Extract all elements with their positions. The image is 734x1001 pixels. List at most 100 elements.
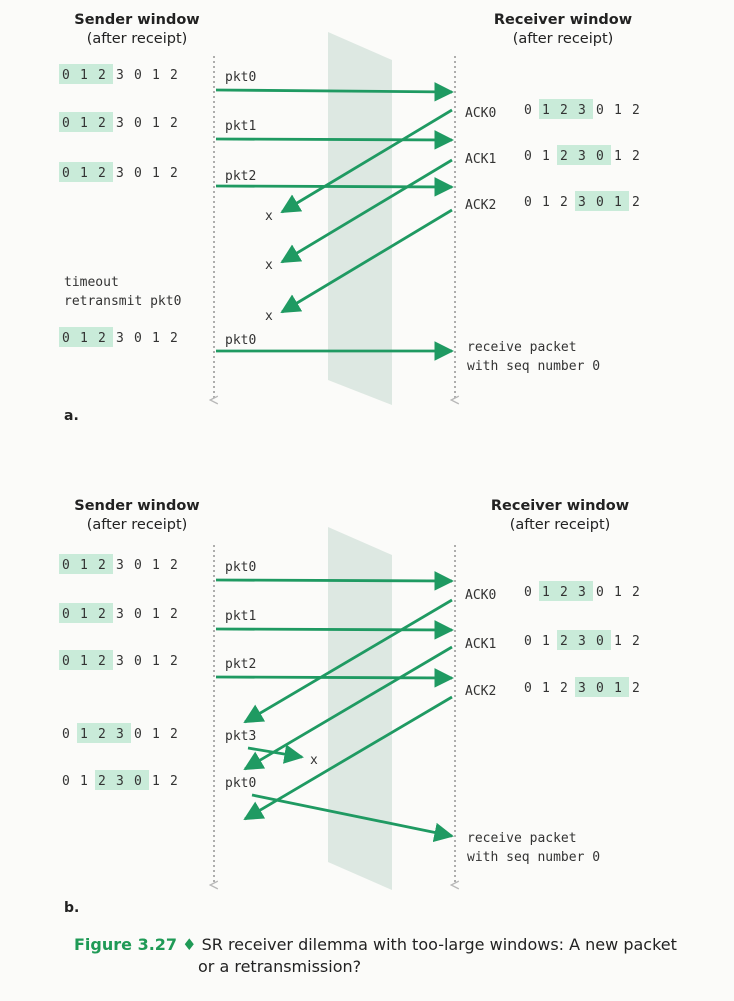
seq-number: 0 (524, 634, 532, 649)
seq-number: 0 (134, 166, 142, 181)
ack-label-a-1: ACK1 (465, 152, 496, 167)
seq-number: 2 (98, 331, 106, 346)
seq-number: 2 (560, 681, 568, 696)
pkt-label-b-3: pkt3 (225, 729, 256, 744)
ack-arrow-a-1 (280, 158, 453, 264)
seq-number: 1 (614, 149, 622, 164)
seq-number: 2 (632, 585, 640, 600)
seq-number: 3 (578, 195, 586, 210)
seq-number: 1 (152, 558, 160, 573)
panel-label-b: b. (64, 900, 79, 916)
seq-number: 1 (152, 331, 160, 346)
seq-number: 3 (116, 654, 124, 669)
ack-arrow-b-2 (243, 695, 453, 821)
seq-number: 3 (578, 585, 586, 600)
pkt-label-a-0: pkt0 (225, 70, 256, 85)
seq-number: 1 (542, 585, 550, 600)
seq-number: 1 (614, 195, 622, 210)
seq-number: 1 (542, 195, 550, 210)
seq-number: 1 (80, 654, 88, 669)
figure-number: Figure 3.27 (74, 935, 178, 954)
seq-number: 1 (152, 727, 160, 742)
pkt-label-b-2: pkt2 (225, 657, 256, 672)
seq-number: 0 (596, 149, 604, 164)
seq-number: 2 (170, 331, 178, 346)
ack-arrow-b-0 (243, 598, 453, 724)
figure-caption: Figure 3.27 ♦ SR receiver dilemma with t… (74, 934, 714, 978)
seq-number: 3 (116, 166, 124, 181)
seq-number: 1 (80, 727, 88, 742)
seq-number: 0 (596, 681, 604, 696)
seq-number: 2 (170, 68, 178, 83)
pkt-arrow-a-2 (215, 177, 454, 197)
seq-number: 2 (632, 195, 640, 210)
ack-label-b-0: ACK0 (465, 588, 496, 603)
pkt-arrow-a-1 (215, 130, 454, 150)
seq-number: 2 (98, 774, 106, 789)
seq-number: 3 (116, 558, 124, 573)
receive-note-b-line2: with seq number 0 (467, 850, 600, 865)
seq-number: 0 (62, 116, 70, 131)
caption-line-1: Figure 3.27 ♦ SR receiver dilemma with t… (74, 934, 714, 956)
receive-note-a-line2: with seq number 0 (467, 359, 600, 374)
seq-number: 3 (578, 681, 586, 696)
pkt-arrow-b-0 (215, 571, 454, 591)
window-highlight (59, 327, 113, 347)
seq-number: 2 (98, 116, 106, 131)
channel-curtain-b (328, 527, 392, 890)
seq-number: 0 (62, 727, 70, 742)
seq-number: 2 (560, 634, 568, 649)
seq-number: 1 (614, 103, 622, 118)
seq-number: 0 (596, 634, 604, 649)
pkt-label-b-1: pkt1 (225, 609, 256, 624)
seq-number: 0 (596, 585, 604, 600)
panel-label-a: a. (64, 408, 79, 424)
pkt-arrow-b-4 (251, 793, 454, 843)
seq-number: 3 (116, 607, 124, 622)
seq-number: 1 (80, 116, 88, 131)
seq-number: 0 (524, 195, 532, 210)
receiver-header-b: Receiver window (491, 498, 629, 514)
seq-number: 2 (98, 68, 106, 83)
seq-number: 0 (596, 195, 604, 210)
window-highlight (575, 677, 629, 697)
seq-number: 1 (152, 68, 160, 83)
seq-number: 2 (98, 654, 106, 669)
seq-number: 0 (134, 774, 142, 789)
lost-mark-b-0: x (310, 753, 318, 768)
seq-number: 1 (152, 654, 160, 669)
seq-number: 0 (62, 558, 70, 573)
seq-number: 2 (632, 681, 640, 696)
seq-number: 2 (170, 774, 178, 789)
seq-number: 0 (596, 103, 604, 118)
seq-number: 2 (98, 166, 106, 181)
seq-number: 1 (80, 774, 88, 789)
pkt-label-b-4: pkt0 (225, 776, 256, 791)
window-highlight (59, 650, 113, 670)
pkt-label-a-3: pkt0 (225, 333, 256, 348)
window-highlight (557, 630, 611, 650)
seq-number: 3 (116, 331, 124, 346)
seq-number: 1 (614, 681, 622, 696)
ack-label-b-2: ACK2 (465, 684, 496, 699)
window-highlight (539, 99, 593, 119)
seq-number: 1 (542, 634, 550, 649)
window-highlight (59, 112, 113, 132)
seq-number: 2 (98, 558, 106, 573)
ack-arrow-a-2 (280, 208, 453, 314)
pkt-arrow-b-1 (215, 620, 454, 640)
channel-curtain-a (328, 32, 392, 405)
seq-number: 0 (62, 774, 70, 789)
seq-number: 0 (134, 558, 142, 573)
